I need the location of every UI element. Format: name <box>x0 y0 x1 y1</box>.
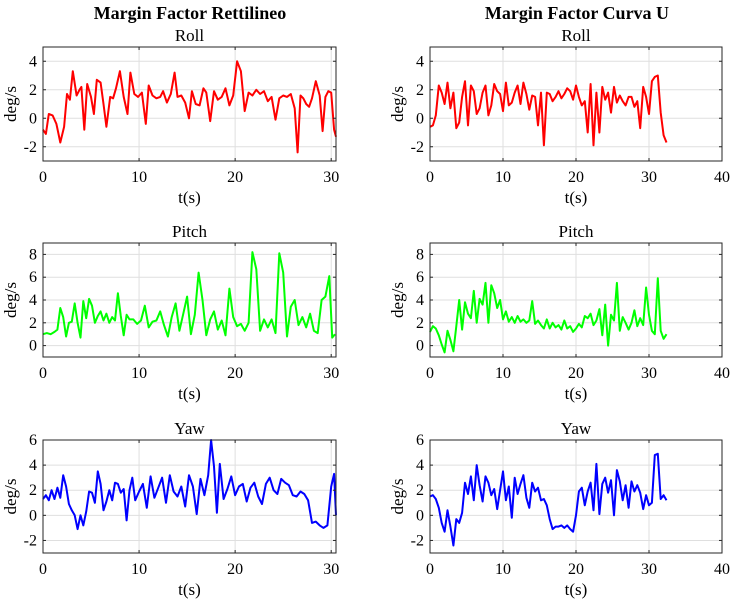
y-axis-label: deg/s <box>1 86 20 122</box>
y-axis-label: deg/s <box>1 479 20 515</box>
y-tick-label: 2 <box>416 82 424 99</box>
series-line-roll-right <box>429 74 668 147</box>
series-line-yaw-right <box>429 452 668 547</box>
panel-title: Yaw <box>561 419 592 438</box>
x-tick-label: 20 <box>227 561 243 578</box>
column-title-right: Margin Factor Curva U <box>485 3 669 23</box>
y-tick-label: 6 <box>416 269 424 286</box>
y-tick-label: 4 <box>416 53 424 70</box>
series-line-yaw-left <box>42 439 337 531</box>
y-tick-label: -2 <box>24 532 37 549</box>
x-tick-label: 20 <box>568 561 584 578</box>
y-tick-label: -2 <box>411 532 424 549</box>
y-tick-label: 2 <box>416 482 424 499</box>
y-tick-label: 0 <box>416 507 424 524</box>
x-tick-label: 10 <box>495 365 511 382</box>
x-tick-label: 30 <box>323 169 339 186</box>
y-tick-label: 0 <box>416 110 424 127</box>
axes-box <box>42 46 337 162</box>
y-tick-label: 2 <box>29 82 37 99</box>
x-tick-label: 40 <box>714 365 730 382</box>
x-tick-label: 30 <box>323 365 339 382</box>
x-tick-label: 40 <box>714 561 730 578</box>
x-axis-label: t(s) <box>565 580 588 599</box>
y-tick-label: -2 <box>24 139 37 156</box>
y-tick-label: 4 <box>29 53 37 70</box>
y-tick-label: 4 <box>416 292 424 309</box>
panel-pitch-left: 0 10 20 30 0 2 4 6 8 Pitch t(s) deg/s <box>1 222 339 403</box>
x-tick-label: 0 <box>39 169 47 186</box>
y-tick-label: 0 <box>416 338 424 355</box>
x-tick-label: 10 <box>131 365 147 382</box>
x-tick-label: 0 <box>39 561 47 578</box>
x-tick-label: 20 <box>227 169 243 186</box>
y-tick-label: -2 <box>411 139 424 156</box>
axes-box <box>42 439 337 554</box>
panel-title: Yaw <box>174 419 205 438</box>
y-axis-label: deg/s <box>1 282 20 318</box>
x-tick-label: 30 <box>323 561 339 578</box>
x-tick-label: 10 <box>131 561 147 578</box>
x-tick-label: 30 <box>641 365 657 382</box>
y-tick-label: 4 <box>29 292 37 309</box>
x-tick-label: 10 <box>495 169 511 186</box>
panel-title: Roll <box>561 26 591 45</box>
y-tick-label: 2 <box>29 482 37 499</box>
x-tick-label: 10 <box>131 169 147 186</box>
x-axis-label: t(s) <box>178 384 201 403</box>
series-line-roll-left <box>42 60 337 154</box>
series-line-pitch-right <box>429 277 668 354</box>
y-tick-label: 6 <box>416 432 424 449</box>
y-tick-label: 0 <box>29 507 37 524</box>
x-tick-label: 0 <box>426 169 434 186</box>
column-title-left: Margin Factor Rettilineo <box>94 3 287 23</box>
x-tick-label: 10 <box>495 561 511 578</box>
y-tick-label: 0 <box>29 110 37 127</box>
y-tick-label: 8 <box>416 246 424 263</box>
x-tick-label: 20 <box>227 365 243 382</box>
x-tick-label: 40 <box>714 169 730 186</box>
y-tick-label: 4 <box>416 457 424 474</box>
y-tick-label: 0 <box>29 338 37 355</box>
y-tick-label: 2 <box>29 315 37 332</box>
x-tick-label: 20 <box>568 169 584 186</box>
x-tick-label: 0 <box>39 365 47 382</box>
x-axis-label: t(s) <box>565 188 588 207</box>
y-tick-label: 6 <box>29 269 37 286</box>
panel-title: Pitch <box>559 222 594 241</box>
x-tick-label: 20 <box>568 365 584 382</box>
panel-title: Pitch <box>172 222 207 241</box>
plot-area <box>43 440 336 553</box>
series-line-pitch-left <box>42 251 336 339</box>
x-axis-label: t(s) <box>565 384 588 403</box>
x-tick-label: 30 <box>641 561 657 578</box>
y-axis-label: deg/s <box>388 86 407 122</box>
y-tick-label: 4 <box>29 457 37 474</box>
y-tick-label: 8 <box>29 246 37 263</box>
y-axis-label: deg/s <box>388 479 407 515</box>
y-tick-label: 6 <box>29 432 37 449</box>
panel-pitch-right: 0 10 20 30 40 0 2 4 6 8 Pitch t(s) deg/s <box>388 222 730 403</box>
x-axis-label: t(s) <box>178 188 201 207</box>
x-tick-label: 30 <box>641 169 657 186</box>
panel-title: Roll <box>175 26 205 45</box>
x-tick-label: 0 <box>426 365 434 382</box>
x-axis-label: t(s) <box>178 580 201 599</box>
plot-area <box>43 47 336 161</box>
y-axis-label: deg/s <box>388 282 407 318</box>
x-tick-label: 0 <box>426 561 434 578</box>
y-tick-label: 2 <box>416 315 424 332</box>
